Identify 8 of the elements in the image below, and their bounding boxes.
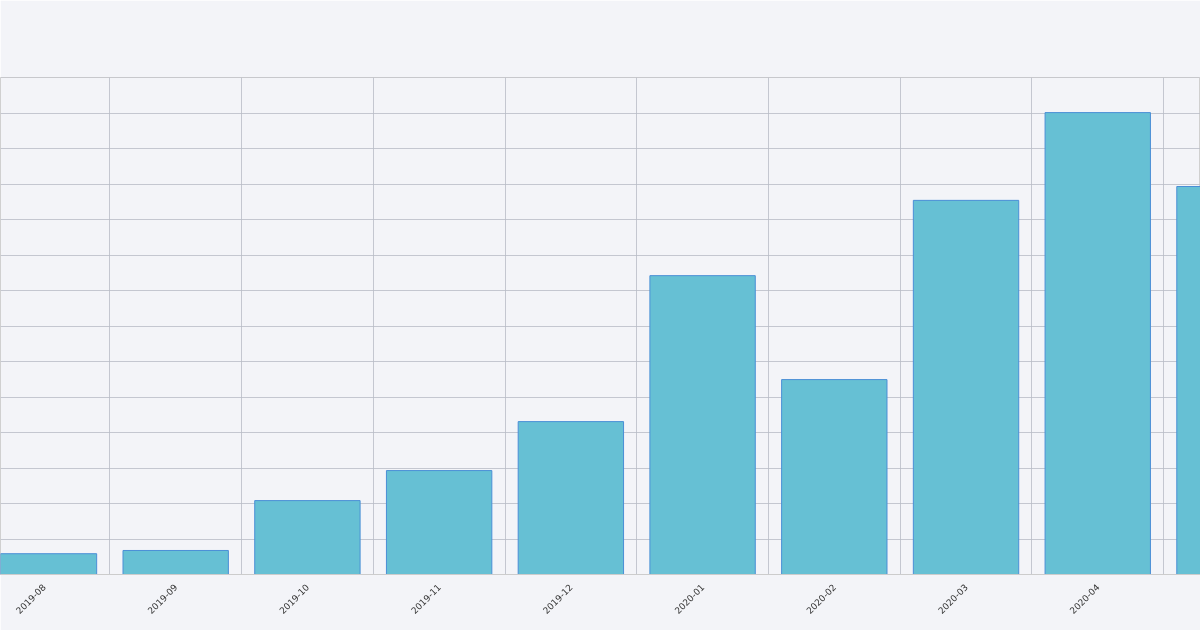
bar [912,199,1020,575]
bar [122,549,229,575]
bar [517,421,625,575]
bar [385,470,493,575]
bar [254,500,361,575]
bar [649,275,756,575]
bar [781,379,888,575]
bar [1044,112,1151,575]
